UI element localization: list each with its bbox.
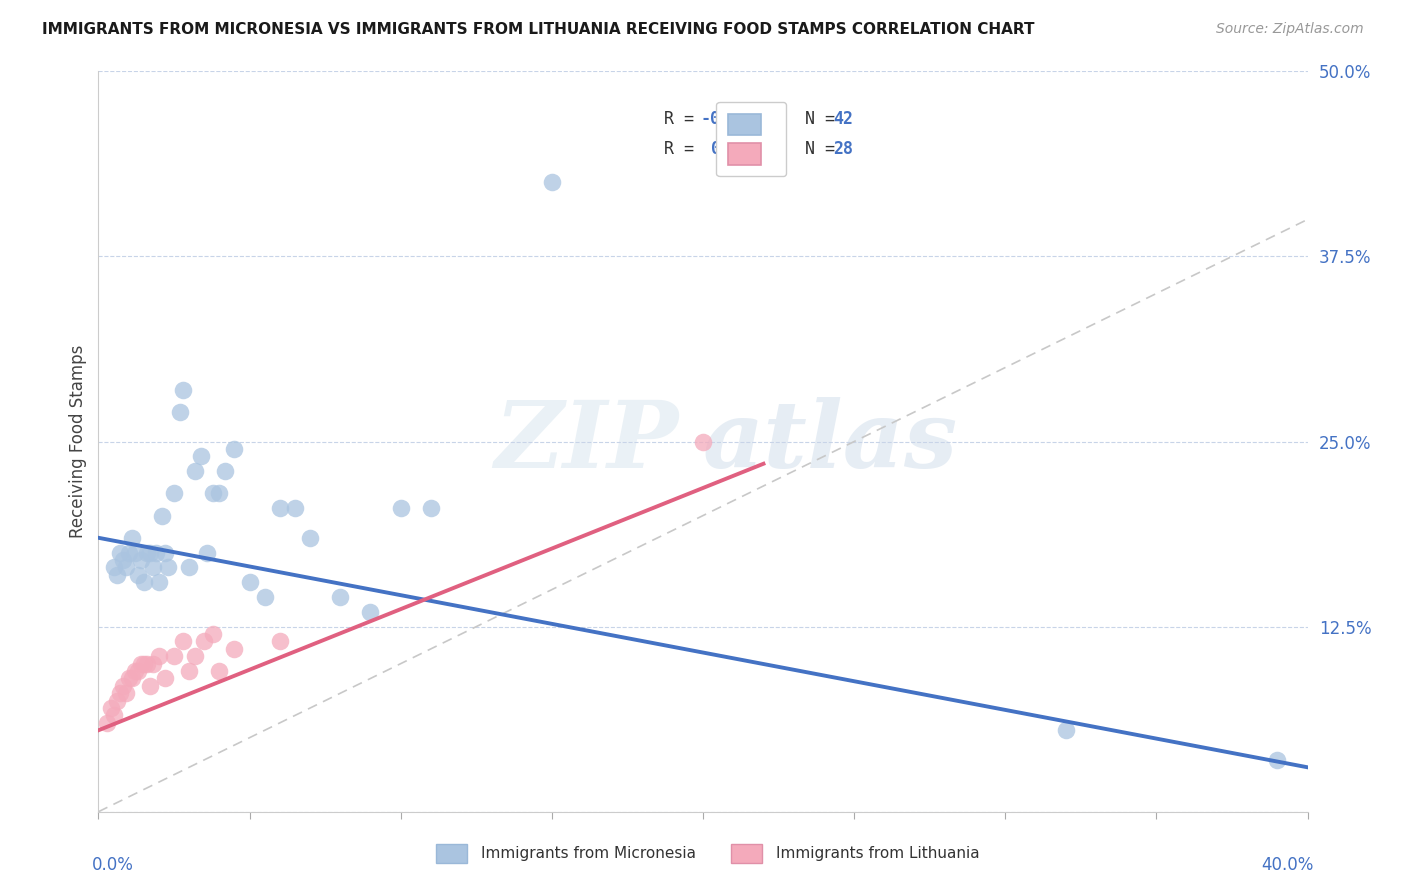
Point [1267, 753, 1289, 767]
Point [139, 546, 162, 560]
Point [153, 672, 176, 686]
Point [148, 575, 170, 590]
Text: Immigrants from Lithuania: Immigrants from Lithuania [776, 847, 980, 861]
Point [139, 679, 162, 693]
Point [163, 649, 186, 664]
Text: N =: N = [785, 140, 845, 158]
Point [121, 531, 143, 545]
Point [132, 575, 155, 590]
Point [239, 575, 262, 590]
Point [129, 553, 152, 567]
Point [253, 590, 276, 604]
Point [118, 672, 141, 686]
Point [103, 708, 125, 723]
Text: R =: R = [664, 140, 704, 158]
Point [190, 450, 212, 464]
Point [1054, 723, 1077, 738]
Point [224, 442, 246, 456]
Point [111, 679, 134, 693]
Text: IMMIGRANTS FROM MICRONESIA VS IMMIGRANTS FROM LITHUANIA RECEIVING FOOD STAMPS CO: IMMIGRANTS FROM MICRONESIA VS IMMIGRANTS… [42, 22, 1035, 37]
Point [179, 664, 201, 678]
Point [96, 715, 118, 730]
Point [284, 501, 307, 516]
Point [135, 657, 157, 671]
Point [114, 686, 136, 700]
Text: 42: 42 [834, 111, 853, 128]
Text: Source: ZipAtlas.com: Source: ZipAtlas.com [1216, 22, 1364, 37]
Point [111, 553, 134, 567]
Text: 0.534: 0.534 [700, 140, 761, 158]
Point [150, 508, 173, 523]
Point [193, 634, 215, 648]
Text: N =: N = [785, 111, 845, 128]
Point [269, 501, 291, 516]
Text: 0.0%: 0.0% [93, 856, 134, 874]
Point [540, 175, 562, 190]
Point [208, 664, 231, 678]
Point [108, 546, 131, 560]
Point [121, 672, 143, 686]
Point [269, 634, 291, 648]
Point [389, 501, 412, 516]
Point [202, 627, 225, 641]
Point [118, 546, 141, 560]
Point [124, 546, 146, 560]
Point [195, 546, 218, 560]
Point [184, 464, 207, 478]
Text: ZIP: ZIP [495, 397, 679, 486]
Text: 28: 28 [834, 140, 853, 158]
Point [156, 560, 179, 574]
Text: Immigrants from Micronesia: Immigrants from Micronesia [481, 847, 696, 861]
Point [142, 560, 165, 574]
Point [299, 531, 322, 545]
Point [127, 567, 149, 582]
Point [179, 560, 201, 574]
Point [692, 434, 714, 449]
Point [129, 657, 152, 671]
Point [135, 546, 157, 560]
Point [145, 546, 167, 560]
Text: -0.264: -0.264 [700, 111, 761, 128]
Point [105, 694, 128, 708]
Point [214, 464, 236, 478]
Point [148, 649, 170, 664]
Point [329, 590, 352, 604]
Point [132, 657, 155, 671]
Legend: , : , [717, 102, 786, 177]
Point [105, 567, 128, 582]
Point [184, 649, 207, 664]
Point [172, 634, 194, 648]
Text: 40.0%: 40.0% [1261, 856, 1313, 874]
Point [142, 657, 165, 671]
Point [360, 605, 382, 619]
Text: atlas: atlas [703, 397, 959, 486]
Point [169, 405, 191, 419]
Y-axis label: Receiving Food Stamps: Receiving Food Stamps [69, 345, 87, 538]
Point [108, 686, 131, 700]
Point [172, 383, 194, 397]
Point [224, 641, 246, 656]
Point [100, 701, 122, 715]
Point [420, 501, 443, 516]
Point [163, 486, 186, 500]
Point [127, 664, 149, 678]
Point [124, 664, 146, 678]
Point [114, 560, 136, 574]
Text: R =: R = [664, 111, 704, 128]
Point [153, 546, 176, 560]
Point [208, 486, 231, 500]
Point [103, 560, 125, 574]
Point [202, 486, 225, 500]
